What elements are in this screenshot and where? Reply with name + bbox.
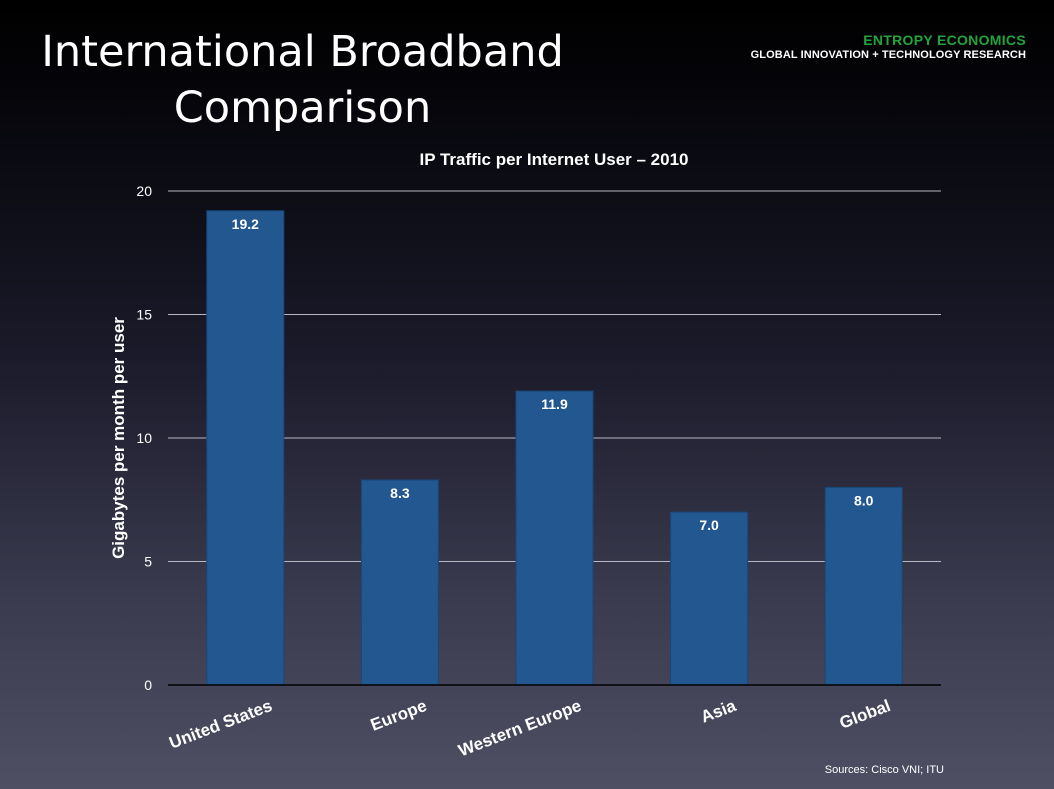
data-label: 7.0 [699,517,719,533]
chart-title: IP Traffic per Internet User – 2010 [420,150,689,169]
brand-name: ENTROPY ECONOMICS [863,32,1026,48]
data-labels: 19.2 8.3 11.9 7.0 8.0 [232,216,874,533]
brand-tagline: GLOBAL INNOVATION + TECHNOLOGY RESEARCH [750,49,1026,61]
y-tick-label: 10 [136,430,152,446]
slide-title-line-1: International Broadband [41,27,564,77]
x-tick-label: Global [837,696,893,733]
y-tick-label: 20 [136,183,152,199]
y-tick-label: 15 [136,307,152,323]
slide-title-line-2: Comparison [173,83,432,133]
x-tick-label: Europe [368,696,429,735]
bars [206,210,903,686]
y-tick-label: 5 [144,554,152,570]
bar [360,479,439,686]
bar [515,390,594,686]
data-label: 8.0 [854,492,874,508]
data-label: 8.3 [390,485,410,501]
y-tick-labels: 0 5 10 15 20 [136,183,152,693]
y-tick-label: 0 [144,677,152,693]
data-label: 11.9 [541,396,568,412]
bar [206,210,285,686]
source-note: Sources: Cisco VNI; ITU [824,764,944,776]
x-tick-label: United States [166,696,274,753]
x-tick-label: Western Europe [456,696,584,760]
y-axis-label: Gigabytes per month per user [109,317,128,559]
slide-title: International Broadband Comparison [0,24,605,136]
x-tick-label: Asia [698,696,739,727]
data-label: 19.2 [232,216,259,232]
bar [670,511,749,686]
x-tick-labels: United States Europe Western Europe Asia Glo… [166,696,893,761]
bar [824,486,903,686]
brand-block: ENTROPY ECONOMICS GLOBAL INNOVATION + TE… [751,32,1026,61]
